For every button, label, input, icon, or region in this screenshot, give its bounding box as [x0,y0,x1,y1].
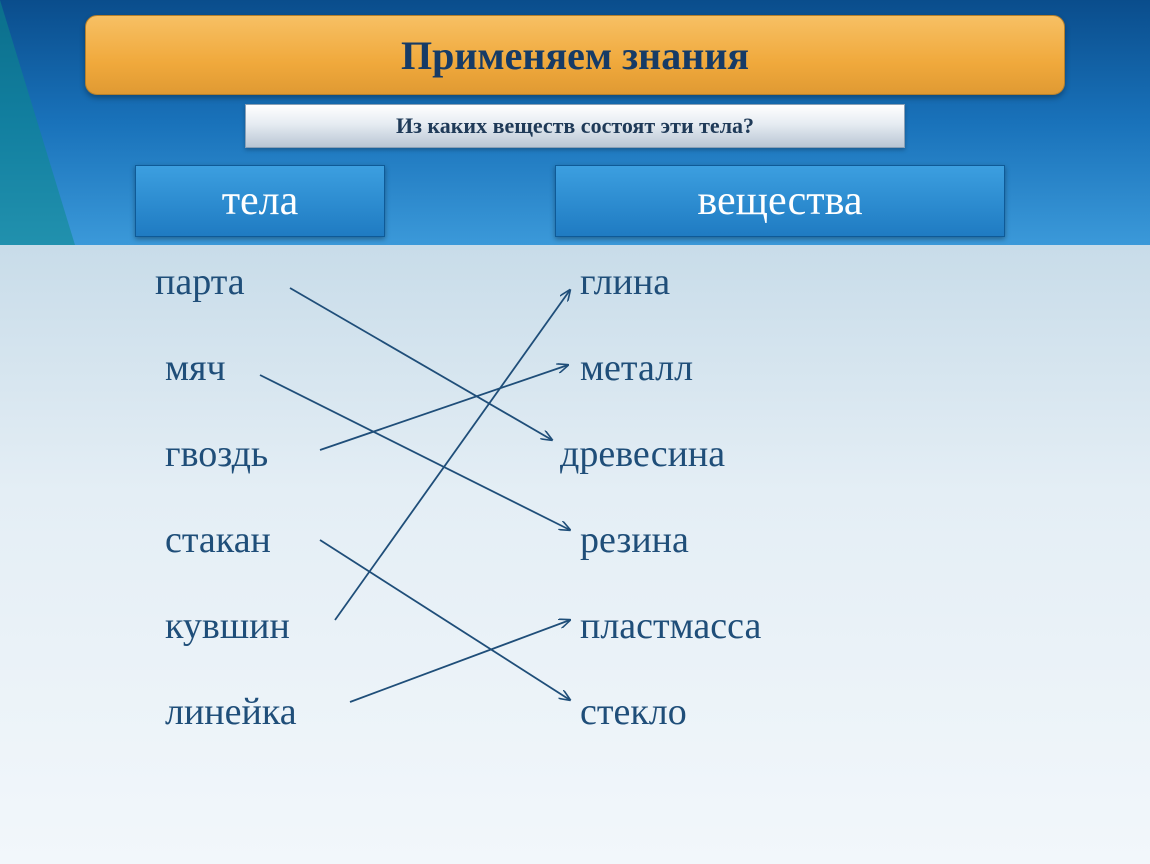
right-word: стекло [580,690,687,734]
title-panel: Применяем знания [85,15,1065,95]
left-word: линейка [165,690,297,734]
teal-accent [0,0,75,245]
right-header-text: вещества [697,177,862,225]
left-word: стакан [165,518,271,562]
left-word: кувшин [165,604,290,648]
right-column-header: вещества [555,165,1005,237]
right-word: резина [580,518,689,562]
title-text: Применяем знания [401,32,749,79]
left-word: гвоздь [165,432,268,476]
right-word: глина [580,260,670,304]
right-word: древесина [560,432,725,476]
right-word: металл [580,346,693,390]
left-word: мяч [165,346,226,390]
right-word: пластмасса [580,604,761,648]
left-header-text: тела [222,177,299,225]
left-column-header: тела [135,165,385,237]
subtitle-text: Из каких веществ состоят эти тела? [396,113,754,139]
left-word: парта [155,260,245,304]
subtitle-panel: Из каких веществ состоят эти тела? [245,104,905,148]
